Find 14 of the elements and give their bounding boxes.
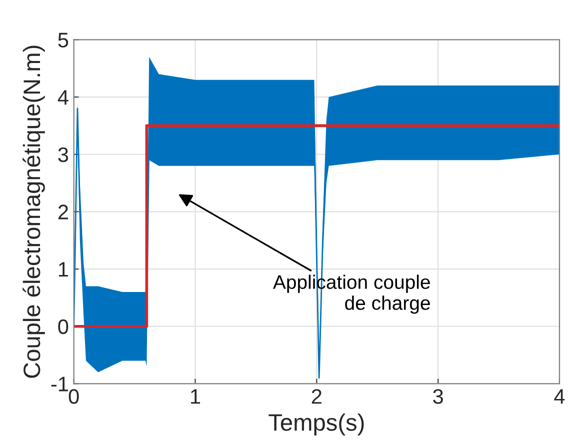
y-tick-label: 2 <box>58 204 68 220</box>
y-tick-label: 1 <box>58 262 68 277</box>
x-tick-label: 4 <box>554 389 565 404</box>
x-tick-label: 2 <box>312 389 322 404</box>
y-tick-label: 0 <box>58 319 68 334</box>
x-tick-label: 3 <box>433 389 443 404</box>
y-tick-label: 5 <box>58 32 68 48</box>
y-tick-label: -1 <box>51 376 68 392</box>
x-tick-label: 1 <box>191 389 200 404</box>
y-axis-title: Couple électromagnétique(N.m) <box>22 46 45 378</box>
x-tick-label: 0 <box>68 389 79 404</box>
x-axis-title: Temps(s) <box>268 414 364 436</box>
y-tick-label: 4 <box>58 90 68 105</box>
y-tick-label: 3 <box>58 147 68 162</box>
